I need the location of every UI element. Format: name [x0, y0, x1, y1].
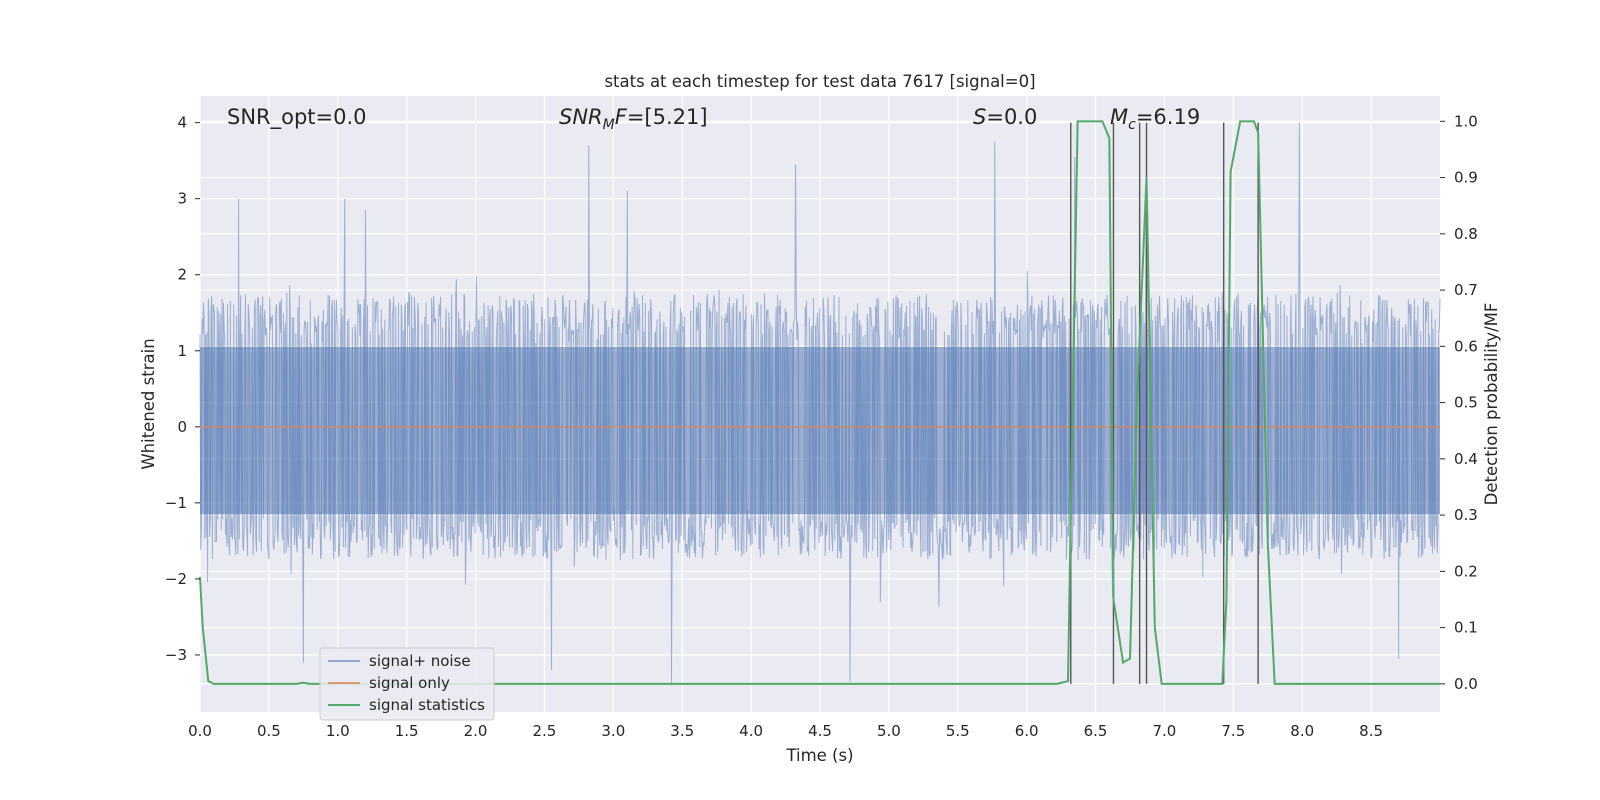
x-tick-label: 7.0 — [1153, 722, 1177, 740]
x-axis-label: Time (s) — [785, 746, 853, 765]
legend-box — [319, 647, 495, 721]
y-tick-label: −2 — [165, 570, 187, 588]
y-tick-label: −1 — [165, 494, 187, 512]
x-axis-ticks: 0.0 0.5 1.0 1.5 2.0 2.5 3.0 3.5 4.0 4.5 5.0 5.5 6.0 6… — [188, 722, 1383, 740]
x-tick-label: 8.0 — [1290, 722, 1314, 740]
y2-tick-label: 1.0 — [1454, 112, 1478, 130]
legend-label-signal-noise: signal+ noise — [369, 652, 471, 670]
y-tick-label: 4 — [177, 114, 187, 132]
x-tick-label: 5.0 — [877, 722, 901, 740]
x-tick-label: 1.0 — [326, 722, 350, 740]
y2-tick-label: 0.8 — [1454, 225, 1478, 243]
x-tick-label: 3.5 — [670, 722, 694, 740]
y-tick-label: 3 — [177, 190, 187, 208]
x-tick-label: 2.5 — [533, 722, 557, 740]
annotation-snr-mf: SNRMF=[5.21] — [559, 105, 708, 133]
y2-tick-label: 0.1 — [1454, 619, 1478, 637]
y2-tick-label: 0.2 — [1454, 562, 1478, 580]
noise-trace — [199, 122, 1441, 686]
y2-tick-label: 0.0 — [1454, 675, 1478, 693]
y2-tick-label: 0.7 — [1454, 281, 1478, 299]
x-tick-label: 0.0 — [188, 722, 212, 740]
y-tick-label: 2 — [177, 266, 187, 284]
x-tick-label: 6.5 — [1084, 722, 1108, 740]
x-tick-label: 5.5 — [946, 722, 970, 740]
y2-tick-label: 0.9 — [1454, 169, 1478, 187]
legend-label-signal-statistics: signal statistics — [369, 696, 485, 714]
y2-tick-label: 0.3 — [1454, 506, 1478, 524]
x-tick-label: 8.5 — [1359, 722, 1383, 740]
series-signal-noise — [199, 122, 1441, 686]
y2-tick-label: 0.5 — [1454, 394, 1478, 412]
y2-tick-label: 0.4 — [1454, 450, 1478, 468]
y-tick-label: 1 — [177, 342, 187, 360]
statistics-line — [199, 120, 1440, 685]
annotation-snr-opt: SNR_opt=0.0 — [227, 105, 367, 130]
annotation-s: S=0.0 — [973, 105, 1037, 129]
annotation-mc: Mc=6.19 — [1110, 105, 1200, 133]
x-tick-label: 0.5 — [257, 722, 281, 740]
x-tick-label: 4.0 — [739, 722, 763, 740]
y-tick-label: −3 — [165, 646, 187, 664]
chart-title: stats at each timestep for test data 761… — [604, 72, 1035, 91]
y-axis-label: Whitened strain — [139, 338, 158, 469]
x-tick-label: 6.0 — [1015, 722, 1039, 740]
legend-label-signal-only: signal only — [369, 674, 450, 692]
x-tick-label: 1.5 — [395, 722, 419, 740]
x-tick-label: 3.0 — [601, 722, 625, 740]
series-signal-statistics — [199, 120, 1440, 685]
y2-tick-label: 0.6 — [1454, 337, 1478, 355]
x-tick-label: 4.5 — [808, 722, 832, 740]
y2-axis-label: Detection probability/MF — [1482, 303, 1501, 506]
x-tick-label: 7.5 — [1221, 722, 1245, 740]
y-axis-ticks: −3 −2 −1 0 1 2 3 4 — [165, 114, 200, 664]
x-tick-label: 2.0 — [464, 722, 488, 740]
y2-axis-ticks: 0.0 0.1 0.2 0.3 0.4 0.5 0.6 0.7 0.8 0.9 1.0 — [1440, 112, 1478, 693]
y-tick-label: 0 — [177, 418, 187, 436]
legend: signal+ noise signal only signal statist… — [319, 647, 495, 721]
